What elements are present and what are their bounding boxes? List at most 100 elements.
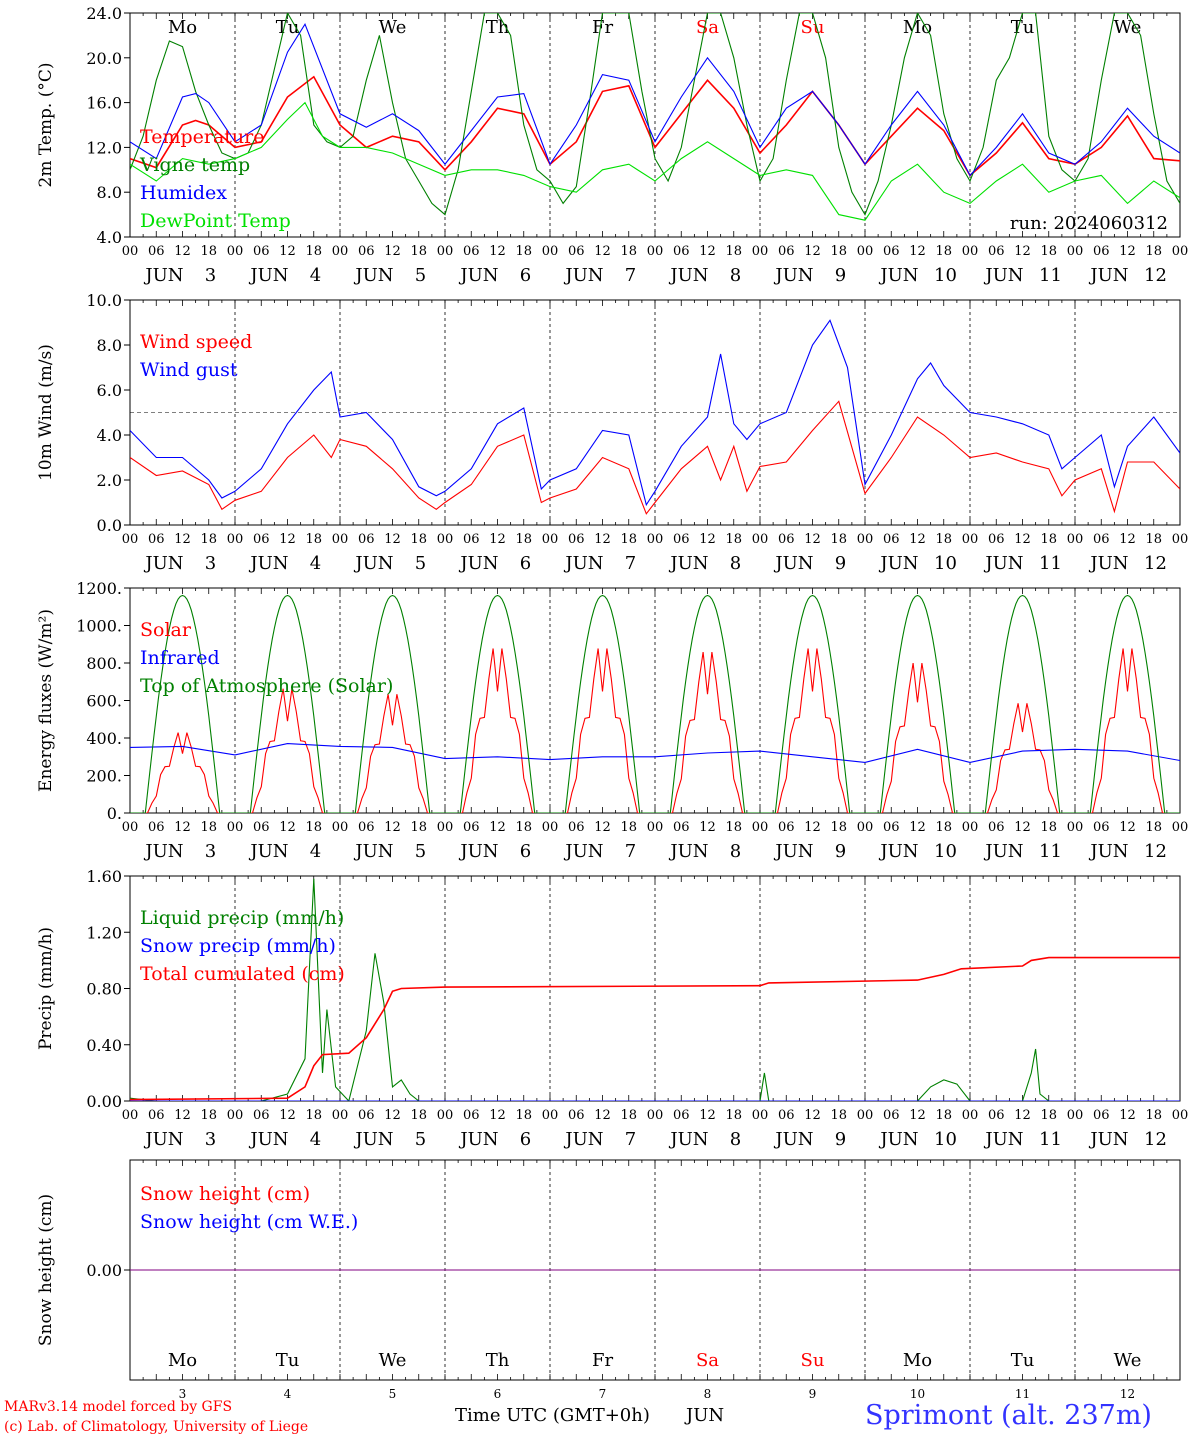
date-month-label: JUN	[458, 841, 498, 862]
date-month-label: JUN	[353, 265, 393, 286]
date-month-label: JUN	[668, 1129, 708, 1150]
hour-tick-label: 00	[332, 532, 349, 547]
weekday-label: Su	[801, 17, 825, 38]
weekday-label: Mo	[903, 17, 932, 38]
legend-entry: Wind speed	[140, 331, 252, 353]
hour-tick-label: 06	[358, 1108, 375, 1123]
y-tick-label: 8.0	[97, 183, 122, 202]
hour-tick-label: 18	[305, 532, 322, 547]
hour-tick-label: 00	[857, 532, 874, 547]
y-tick-label: 600.	[86, 692, 122, 711]
hour-tick-label: 00	[227, 1108, 244, 1123]
hour-tick-label: 06	[1093, 244, 1110, 259]
date-day-label: 11	[1039, 841, 1062, 862]
date-month-label: JUN	[878, 553, 918, 574]
hour-tick-label: 06	[673, 532, 690, 547]
hour-tick-label: 06	[673, 1108, 690, 1123]
hour-tick-label: 00	[542, 532, 559, 547]
hour-tick-label: 06	[148, 244, 165, 259]
date-month-label: JUN	[248, 841, 288, 862]
weekday-label: Mo	[903, 1350, 932, 1371]
date-day-label: 5	[415, 841, 426, 862]
date-day-label: 4	[310, 841, 321, 862]
series-line	[130, 400, 1180, 515]
hour-tick-label: 18	[1040, 820, 1057, 835]
x-axis-title: Time UTC (GMT+0h)	[455, 1405, 650, 1426]
weekday-label: Th	[486, 1350, 510, 1371]
weekday-label: Th	[486, 17, 510, 38]
y-tick-label: 1.60	[86, 867, 122, 886]
hour-tick-label: 18	[935, 532, 952, 547]
date-day-label: 3	[205, 841, 216, 862]
weekday-label: We	[379, 1350, 407, 1371]
hour-tick-label: 06	[778, 1108, 795, 1123]
hour-tick-label: 00	[542, 820, 559, 835]
hour-tick-label: 12	[909, 532, 926, 547]
hour-tick-label: 00	[332, 820, 349, 835]
y-tick-label: 24.0	[86, 4, 122, 23]
legend-entry: Snow height (cm)	[140, 1183, 310, 1205]
hour-tick-label: 00	[647, 532, 664, 547]
hour-tick-label: 18	[515, 532, 532, 547]
hour-tick-label: 06	[568, 820, 585, 835]
date-day-label: 10	[934, 553, 957, 574]
series-group	[130, 319, 1180, 515]
hour-tick-label: 00	[1172, 244, 1189, 259]
hour-tick-label: 18	[515, 244, 532, 259]
hour-tick-label: 18	[305, 1108, 322, 1123]
date-day-label: 11	[1039, 265, 1062, 286]
hour-tick-label: 06	[988, 820, 1005, 835]
hour-tick-label: 00	[647, 820, 664, 835]
hour-tick-label: 18	[725, 1108, 742, 1123]
x-axis-month: JUN	[686, 1405, 725, 1426]
date-month-label: JUN	[668, 265, 708, 286]
hour-tick-label: 00	[227, 244, 244, 259]
hour-tick-label: 18	[305, 820, 322, 835]
hour-tick-label: 00	[857, 1108, 874, 1123]
hour-tick-label: 00	[122, 1108, 139, 1123]
hour-tick-label: 06	[988, 1108, 1005, 1123]
hour-tick-label: 12	[594, 820, 611, 835]
hour-tick-label: 12	[594, 532, 611, 547]
hour-tick-label: 18	[410, 532, 427, 547]
date-day-label: 7	[625, 1129, 636, 1150]
hour-tick-label: 12	[1014, 532, 1031, 547]
y-tick-label: 4.0	[97, 426, 122, 445]
date-month-label: JUN	[773, 553, 813, 574]
hour-tick-label: 06	[568, 244, 585, 259]
hour-tick-label: 18	[200, 820, 217, 835]
hour-tick-label: 12	[804, 820, 821, 835]
hour-tick-label: 00	[437, 1108, 454, 1123]
hour-tick-label: 12	[1119, 820, 1136, 835]
day-number-label: 3	[179, 1387, 187, 1401]
hour-tick-label: 18	[935, 820, 952, 835]
legend-entry: Top of Atmosphere (Solar)	[140, 675, 393, 697]
day-number-label: 11	[1015, 1387, 1030, 1401]
day-number-label: 8	[704, 1387, 712, 1401]
series-line	[130, 101, 1180, 221]
y-tick-label: 4.0	[97, 228, 122, 247]
panel-frame	[129, 587, 1181, 814]
y-tick-label: 1.20	[86, 923, 122, 942]
weekday-label: Su	[801, 1350, 825, 1371]
hour-tick-label: 00	[1172, 1108, 1189, 1123]
hour-tick-label: 00	[332, 244, 349, 259]
hour-tick-label: 12	[489, 1108, 506, 1123]
y-tick-label: 1000.	[76, 617, 122, 636]
hour-tick-label: 18	[620, 820, 637, 835]
hour-tick-label: 12	[804, 532, 821, 547]
series-line	[130, 319, 1180, 507]
day-number-label: 4	[284, 1387, 292, 1401]
date-month-label: JUN	[1088, 265, 1128, 286]
hour-tick-label: 18	[1145, 532, 1162, 547]
date-day-label: 6	[520, 841, 531, 862]
weekday-label: Fr	[592, 17, 613, 38]
hour-tick-label: 18	[830, 1108, 847, 1123]
date-month-label: JUN	[248, 265, 288, 286]
y-axis-label: 10m Wind (m/s)	[36, 344, 56, 481]
series-line	[130, 743, 1180, 763]
hour-tick-label: 18	[410, 820, 427, 835]
hour-tick-label: 18	[830, 244, 847, 259]
credit-line-2: (c) Lab. of Climatology, University of L…	[4, 1419, 309, 1435]
hour-tick-label: 00	[227, 820, 244, 835]
